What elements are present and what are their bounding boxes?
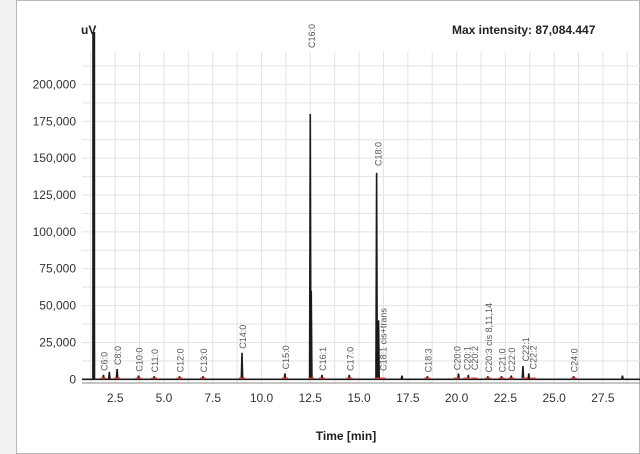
peak-label: C21:0: [497, 348, 507, 372]
x-tick-label: 7.5: [204, 391, 221, 405]
peak-label: C18:3: [423, 348, 433, 372]
y-unit-label: uV: [81, 23, 96, 37]
x-axis-title: Time [min]: [316, 429, 376, 443]
peak-label: C22:0: [507, 348, 517, 372]
x-tick-label: 5.0: [156, 391, 173, 405]
peak-label: C17:0: [345, 347, 355, 371]
peak-label: C24:0: [570, 348, 580, 372]
peak-label: C20:3 cis 8,11,14: [484, 303, 494, 372]
peak-label: C6:0: [99, 352, 109, 371]
x-tick-label: 25.0: [542, 391, 566, 405]
peak-label: C18:0: [374, 142, 384, 166]
y-tick-label: 100,000: [33, 225, 77, 239]
peak-label: C10:0: [135, 348, 145, 372]
x-tick-label: 12.5: [299, 391, 323, 405]
y-tick-label: 175,000: [33, 114, 77, 128]
peak-label: C22:2: [529, 345, 539, 369]
peak-label: C14:0: [238, 325, 248, 349]
peak-labels: C6:0 C8:0 C10:0 C11:0 C12:0 C13:0 C14:0 C15:0 C1…: [99, 24, 579, 372]
max-intensity-label: Max intensity: 87,084.447: [452, 23, 596, 37]
grid: [82, 52, 640, 383]
x-tick-label: 22.5: [494, 391, 518, 405]
peak-label: C20:0: [453, 346, 463, 370]
peak-label: C12:0: [176, 348, 186, 372]
peak-label: C20:1: [462, 346, 472, 370]
y-tick-label: 0: [69, 372, 76, 386]
y-tick-label: 25,000: [39, 335, 76, 349]
y-tick-label: 75,000: [39, 262, 76, 276]
x-tick-label: 15.0: [347, 391, 371, 405]
x-tick-label: 27.5: [591, 391, 615, 405]
x-tick-label: 17.5: [396, 391, 420, 405]
y-tick-label: 50,000: [39, 299, 76, 313]
peak-label: C18:1 cis+trans: [378, 308, 388, 371]
x-tick-label: 2.5: [107, 391, 124, 405]
x-tick-label: 20.0: [445, 391, 469, 405]
x-tick-label: 10.0: [250, 391, 274, 405]
axes: 0 25,000 50,000 75,000 100,000 125,000 150,000…: [33, 77, 640, 405]
y-tick-label: 125,000: [33, 188, 77, 202]
peak-label: C16:1: [318, 347, 328, 371]
peak-label: C16:0: [307, 24, 317, 48]
trace-line: [82, 51, 640, 381]
peak-label: C11:0: [150, 349, 160, 372]
peak-label: C22:1: [521, 337, 531, 361]
y-tick-label: 150,000: [33, 151, 77, 165]
peak-label: C15:0: [281, 345, 291, 369]
y-tick-label: 200,000: [33, 77, 77, 91]
peak-label: C20:2: [470, 346, 480, 370]
peak-label: C8:0: [113, 346, 123, 365]
peak-label: C13:0: [199, 348, 209, 372]
chromatogram-trace: [82, 32, 640, 381]
